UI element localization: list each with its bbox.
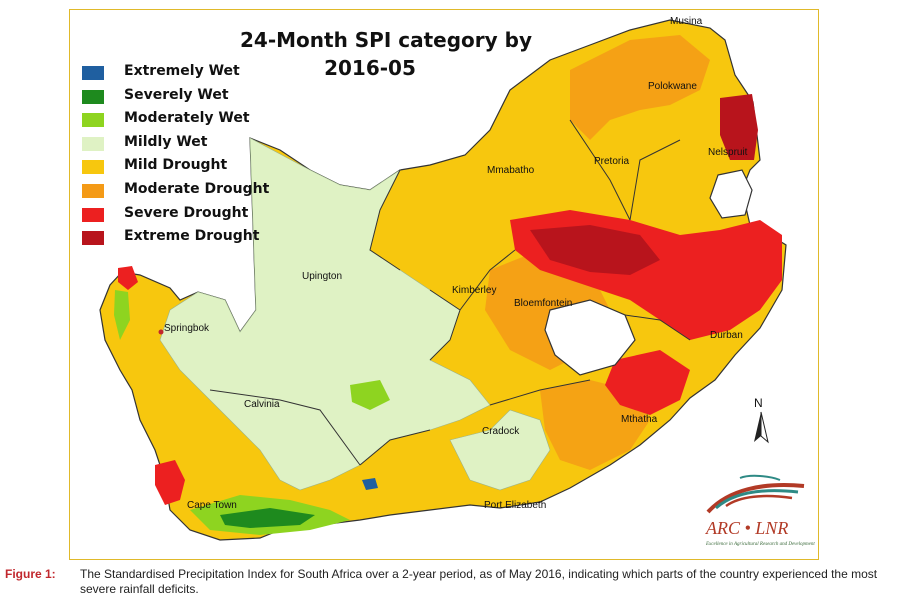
region-severe-drought-northwest-coast	[118, 266, 138, 290]
region-moderately-wet-west	[114, 290, 130, 340]
city-label-musina: Musina	[670, 16, 703, 27]
arc-lnr-logo: ARC • LNR Excellence in Agricultural Res…	[700, 472, 815, 552]
city-label-polokwane: Polokwane	[648, 81, 697, 92]
legend-swatch	[82, 89, 104, 104]
city-label-springbok: Springbok	[164, 323, 210, 334]
city-label-durban: Durban	[710, 330, 743, 341]
map-title: 24-Month SPI category by 2016-05	[240, 26, 532, 82]
caption-text: The Standardised Precipitation Index for…	[80, 567, 878, 596]
north-arrow: N	[746, 396, 776, 446]
region-moderate-drought-northeast	[570, 35, 710, 140]
region-extreme-drought-nelspruit	[720, 94, 758, 160]
city-label-upington: Upington	[302, 271, 343, 282]
legend-swatch	[82, 183, 104, 198]
legend-swatch	[82, 231, 104, 246]
region-extremely-wet-spot	[362, 478, 378, 490]
legend-label: Severe Drought	[124, 204, 249, 221]
map-title-line-2: 2016-05	[324, 56, 416, 80]
city-label-port-elizabeth: Port Elizabeth	[484, 500, 547, 511]
spi-map: 24-Month SPI category by 2016-05 Extreme…	[69, 9, 819, 560]
springbok-marker	[158, 329, 164, 335]
legend-swatch	[82, 136, 104, 151]
region-severe-drought-capetown	[155, 460, 185, 505]
legend-label: Moderate Drought	[124, 180, 270, 197]
city-label-pretoria: Pretoria	[594, 156, 630, 167]
arc-logo-tagline: Excellence in Agricultural Research and …	[706, 542, 815, 547]
region-moderately-wet-karoo	[350, 380, 390, 410]
region-severely-wet-south	[220, 508, 315, 528]
map-graphic	[99, 19, 787, 541]
city-label-cape-town: Cape Town	[187, 500, 237, 511]
city-label-nelspruit: Nelspruit	[708, 147, 748, 158]
region-extreme-drought-band	[530, 225, 660, 275]
arc-logo-icon	[706, 474, 805, 514]
legend-label: Extremely Wet	[124, 63, 240, 79]
city-label-mthatha: Mthatha	[621, 414, 658, 425]
city-label-cradock: Cradock	[482, 426, 520, 437]
legend-label: Extreme Drought	[124, 228, 260, 245]
city-label-kimberley: Kimberley	[452, 285, 497, 296]
legend-swatch	[82, 113, 104, 128]
legend-swatch	[82, 207, 104, 222]
province-borders	[209, 119, 691, 466]
legend-label: Severely Wet	[124, 86, 229, 103]
legend-label: Mild Drought	[124, 157, 228, 174]
arc-logo-name: ARC • LNR	[706, 518, 789, 538]
legend-swatch	[82, 160, 104, 175]
north-label: N	[754, 396, 763, 410]
lesotho	[544, 299, 636, 376]
map-title-line-1: 24-Month SPI category by	[240, 28, 532, 52]
legend-label: Moderately Wet	[124, 110, 250, 127]
city-label-calvinia: Calvinia	[244, 399, 280, 410]
swaziland	[709, 169, 753, 219]
caption-label: Figure 1:	[5, 567, 56, 581]
city-label-mmabatho: Mmabatho	[487, 165, 535, 176]
legend-swatch	[82, 66, 104, 80]
north-arrow-icon	[754, 411, 769, 444]
legend-label: Mildly Wet	[124, 133, 208, 150]
region-severe-drought-mthatha	[605, 350, 690, 415]
city-label-bloemfontein: Bloemfontein	[514, 298, 573, 309]
region-mildly-wet-east	[449, 409, 551, 491]
